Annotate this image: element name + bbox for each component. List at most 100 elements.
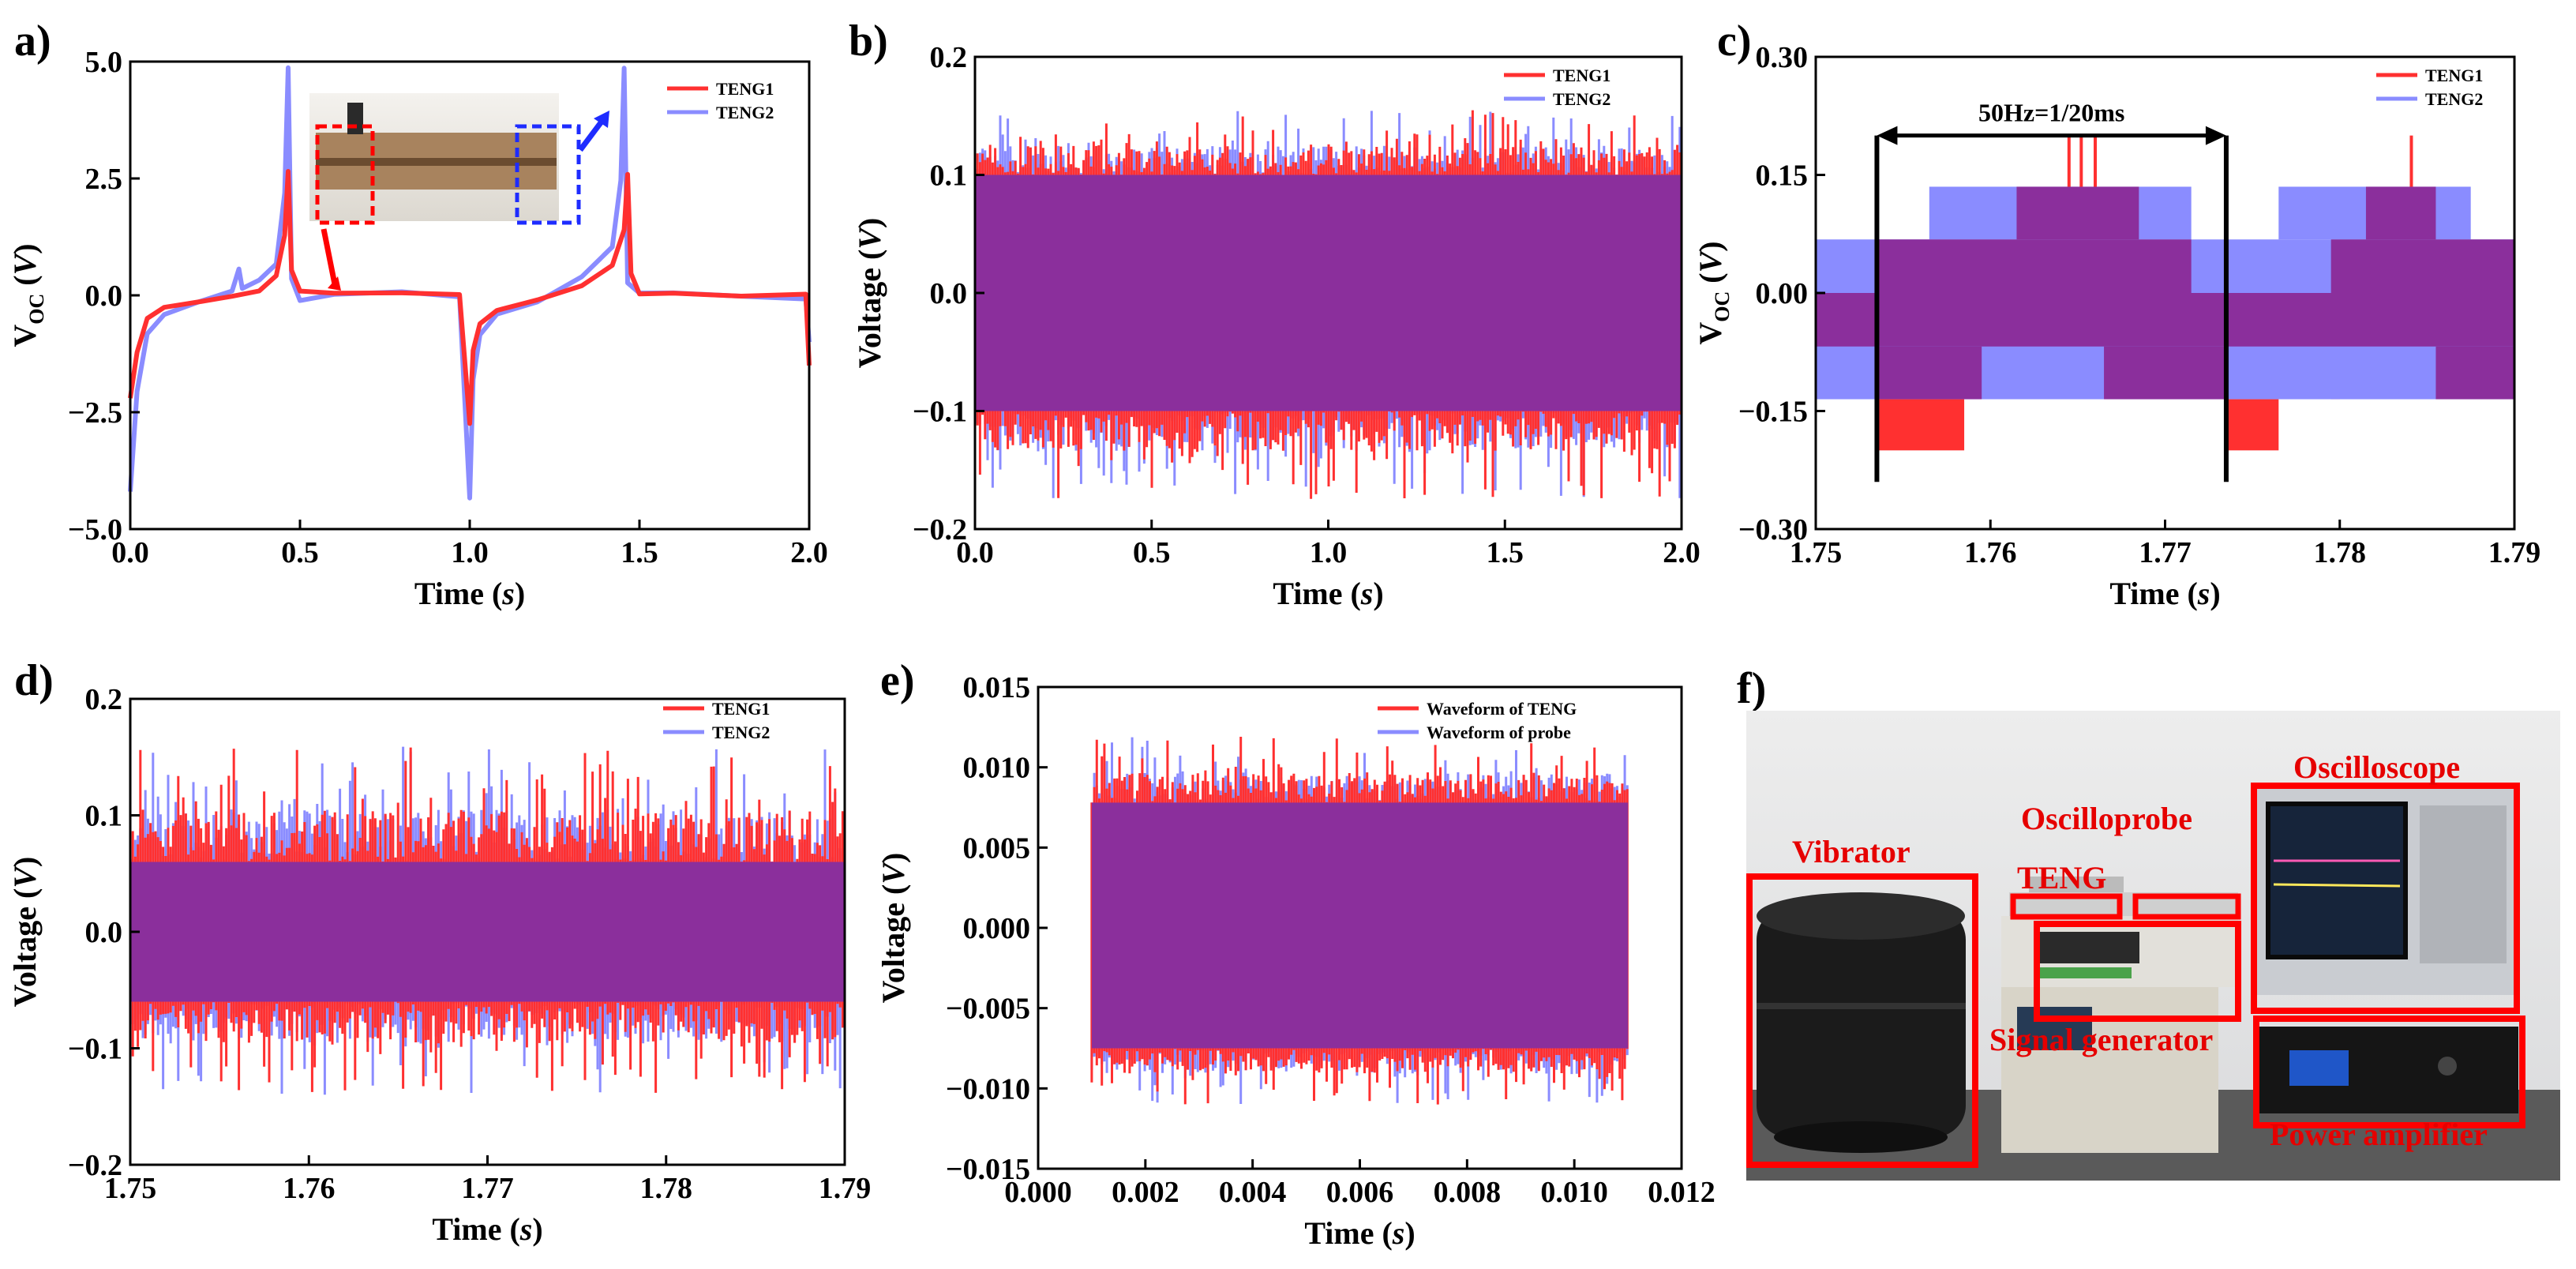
teng-gap: [316, 158, 557, 166]
x-tick-label: 0.0: [956, 536, 994, 569]
y-axis-unit: V: [852, 226, 887, 250]
y-tick-label: 2.5: [85, 163, 123, 196]
y-tick-label: −0.005: [946, 993, 1030, 1026]
overlap-block: [1877, 239, 2192, 293]
inset-photo: [309, 93, 609, 291]
x-tick-label: 1.5: [1487, 536, 1524, 569]
legend-label: TENG2: [712, 723, 770, 742]
panel-b: b) 0.0 0.5 1.0 1.5 2.0 −0.2 −0.1 0.0 0.1 0.2 Time (…: [849, 17, 1700, 611]
y-tick-label: −5.0: [68, 513, 122, 546]
overlap-band: [975, 175, 1682, 411]
legend-label: TENG1: [1553, 66, 1610, 85]
overlap-block: [2365, 186, 2436, 240]
panel-label: a): [14, 17, 51, 66]
x-tick-label: 1.76: [1964, 536, 2017, 569]
legend-label: TENG2: [2425, 89, 2483, 109]
oscilloscope-device: [2254, 786, 2514, 995]
y-tick-label: 0.15: [1756, 160, 1809, 193]
panel-label: e): [880, 656, 915, 705]
label-power-amplifier: Power amplifier: [2270, 1117, 2488, 1152]
y-tick-label: −2.5: [68, 396, 122, 430]
plot-data: 50Hz=1/20ms: [1816, 99, 2514, 482]
y-tick-label: −0.1: [913, 396, 967, 429]
x-axis-label: Time (s): [1304, 1215, 1415, 1251]
legend-label: Waveform of TENG: [1427, 699, 1577, 719]
y-tick-label: 0.0: [930, 277, 968, 310]
x-axis-label: Time (s): [1273, 576, 1383, 611]
legend: TENG1 TENG2: [2376, 66, 2483, 109]
teng1-block: [1877, 399, 1965, 451]
x-axis-unit: s: [501, 576, 515, 611]
y-axis-label: Voltage (V): [852, 218, 887, 369]
y-axis-label: Voltage (V): [876, 853, 911, 1004]
label-vibrator: Vibrator: [1792, 834, 1910, 869]
y-tick-label: 0.00: [1756, 277, 1809, 310]
x-tick-label: 1.76: [283, 1172, 336, 1205]
y-axis-unit: V: [876, 861, 911, 884]
overlap-block: [1816, 293, 2514, 347]
x-tick-label: 1.77: [2139, 536, 2192, 569]
legend: TENG1 TENG2: [663, 699, 770, 742]
period-arrowhead-right: [2205, 126, 2226, 145]
legend-label: TENG1: [2425, 66, 2483, 85]
panel-f-photo: f): [1737, 664, 2560, 1181]
x-tick-label: 1.79: [819, 1172, 872, 1205]
y-tick-label: 0.0: [85, 280, 123, 313]
y-axis-subscript: OC: [25, 294, 48, 325]
x-tick-label: 1.0: [1310, 536, 1348, 569]
label-oscilloscope: Oscilloscope: [2293, 749, 2460, 785]
y-axis-unit: V: [7, 865, 43, 888]
signal-generator-box: [2034, 921, 2241, 1022]
y-tick-label: 0.1: [930, 160, 968, 193]
y-axis-unit: V: [7, 251, 43, 275]
x-tick-label: 2.0: [790, 536, 828, 569]
overlap-block: [2016, 186, 2139, 240]
vibrator-box: [1746, 873, 1978, 1168]
y-tick-label: 0.005: [963, 832, 1031, 865]
y-tick-label: 0.015: [963, 671, 1031, 704]
x-axis-label: Time (s): [432, 1211, 542, 1247]
oscilloscope-box: [2251, 783, 2520, 1014]
x-tick-label: 1.75: [104, 1172, 157, 1205]
x-axis-unit: s: [519, 1211, 533, 1247]
panel-c: c) 50Hz=1/20ms 1.75 1.76 1.77 1.78 1.79 −0.30 −0…: [1693, 17, 2540, 611]
y-tick-label: −0.2: [68, 1149, 122, 1182]
power-amplifier-device: [2258, 1027, 2518, 1113]
y-axis-paren: (: [1693, 272, 1728, 291]
blue-arrow: [578, 116, 606, 152]
x-tick-label: 0.0: [111, 536, 149, 569]
teng1-block: [2225, 399, 2279, 451]
panel-e: e) 0.000 0.002 0.004 0.006 0.008 0.010 0.012 −0.…: [876, 656, 1715, 1251]
y-tick-label: 0.0: [85, 916, 123, 949]
legend: Waveform of TENG Waveform of probe: [1378, 699, 1577, 742]
y-tick-label: 0.2: [85, 683, 123, 716]
x-tick-label: 1.77: [461, 1172, 514, 1205]
legend-label: TENG1: [716, 79, 774, 99]
x-tick-label: 0.004: [1219, 1176, 1287, 1209]
x-tick-label: 0.5: [281, 536, 319, 569]
x-tick-label: 1.75: [1790, 536, 1843, 569]
teng-clamp: [347, 103, 363, 134]
x-axis-unit: s: [1360, 576, 1374, 611]
y-tick-label: 0.30: [1756, 41, 1809, 74]
panel-a: a) 0.0 0.5 1.0 1.5 2.0 −5.0 −2.5 0.0 2.5 5.0 Time (…: [7, 17, 828, 611]
legend-label: TENG1: [712, 699, 770, 719]
panel-label: b): [849, 17, 888, 66]
label-oscilloprobe: Oscilloprobe: [2021, 801, 2192, 836]
legend-label: TENG2: [1553, 89, 1610, 109]
x-tick-label: 0.008: [1434, 1176, 1502, 1209]
overlap-band: [130, 862, 845, 1002]
label-signal-generator: Signal generator: [1989, 1022, 2213, 1057]
y-axis-subscript: OC: [1711, 291, 1734, 322]
legend: TENG1 TENG2: [667, 79, 774, 122]
overlap-block: [2104, 346, 2226, 400]
x-tick-label: 1.79: [2488, 536, 2541, 569]
y-tick-label: −0.1: [68, 1033, 122, 1066]
y-axis-label: VOC (V): [7, 243, 48, 347]
overlap-block: [1877, 346, 1982, 400]
x-tick-label: 0.5: [1133, 536, 1171, 569]
y-tick-label: −0.30: [1738, 513, 1808, 546]
label-teng: TENG: [2017, 860, 2106, 895]
blue-arrowhead: [594, 111, 609, 128]
